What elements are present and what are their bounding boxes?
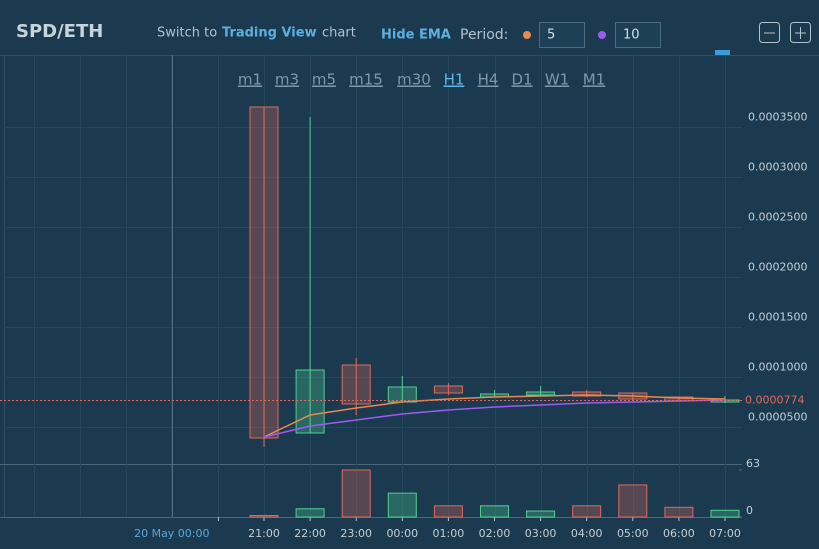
x-tick-label: 07:00 [709, 527, 741, 540]
volume-bar [572, 505, 602, 518]
timeframe-option[interactable]: m30 [397, 71, 431, 89]
timeframe-option[interactable]: H1 [444, 71, 465, 89]
ema-dot [523, 31, 531, 39]
candle-body [387, 386, 417, 403]
pair-title: SPD/ETH [16, 21, 103, 42]
volume-bar [480, 505, 509, 518]
volume-tick-label: 0 [746, 504, 753, 517]
switch-suffix: chart [322, 26, 356, 41]
x-tick-label: 04:00 [571, 527, 603, 540]
volume-bar [249, 515, 279, 518]
ema-toggle[interactable]: Hide EMA [381, 28, 451, 43]
volume-bar [433, 505, 463, 518]
period-value: 10 [623, 28, 640, 43]
timeframe-option[interactable]: m3 [275, 71, 299, 89]
timeframe-option[interactable]: W1 [545, 71, 569, 89]
y-tick-label: 0.0003000 [748, 161, 808, 174]
y-tick-label: 0.0001500 [748, 311, 808, 324]
zoom-out-button[interactable] [759, 22, 780, 43]
candle-body [341, 364, 371, 405]
date-label: 20 May 00:00 [134, 527, 209, 540]
timeframe-option[interactable]: H4 [478, 71, 499, 89]
zoom-in-button[interactable] [790, 22, 811, 43]
ema-line [263, 394, 726, 438]
ema-line [263, 399, 726, 438]
x-tick-label: 02:00 [479, 527, 511, 540]
x-tick-label: 21:00 [248, 527, 280, 540]
volume-bar [710, 509, 740, 518]
volume-bar [295, 508, 325, 518]
x-tick-label: 23:00 [340, 527, 372, 540]
volume-bar [387, 492, 417, 518]
timeframe-option[interactable]: M1 [583, 71, 606, 89]
x-tick-label: 22:00 [294, 527, 326, 540]
volume-bar [664, 506, 694, 518]
y-tick-label: 0.0001000 [748, 361, 808, 374]
last-price-label: 0.0000774 [745, 394, 805, 407]
timeframe-option[interactable]: m15 [349, 71, 383, 89]
timeframe-option[interactable]: m1 [238, 71, 262, 89]
candle-body [572, 391, 602, 397]
x-tick-label: 03:00 [525, 527, 557, 540]
x-tick-label: 00:00 [386, 527, 418, 540]
volume-tick-label: 63 [746, 457, 760, 470]
volume-bar [618, 484, 648, 518]
switch-link[interactable]: Trading View [222, 26, 317, 41]
period-input[interactable] [615, 22, 661, 48]
y-tick-label: 0.0002000 [748, 261, 808, 274]
candle-body [433, 385, 463, 394]
switch-prefix: Switch to [157, 26, 217, 41]
y-tick-label: 0.0002500 [748, 211, 808, 224]
ema-dot [598, 31, 606, 39]
x-tick-label: 01:00 [433, 527, 465, 540]
period-value: 5 [547, 28, 555, 43]
y-tick-label: 0.0000500 [748, 411, 808, 424]
x-tick-label: 05:00 [617, 527, 649, 540]
candle-body [295, 369, 325, 434]
x-tick-label: 06:00 [663, 527, 695, 540]
timeframe-option[interactable]: D1 [511, 71, 532, 89]
volume-bar [341, 469, 371, 518]
timeframe-option[interactable]: m5 [312, 71, 336, 89]
volume-bar [526, 510, 556, 518]
candle-body [249, 106, 279, 439]
candle-body [526, 391, 556, 396]
y-tick-label: 0.0003500 [748, 111, 808, 124]
scroll-marker [715, 50, 730, 55]
period-label: Period: [460, 27, 508, 43]
period-input[interactable] [539, 22, 585, 48]
